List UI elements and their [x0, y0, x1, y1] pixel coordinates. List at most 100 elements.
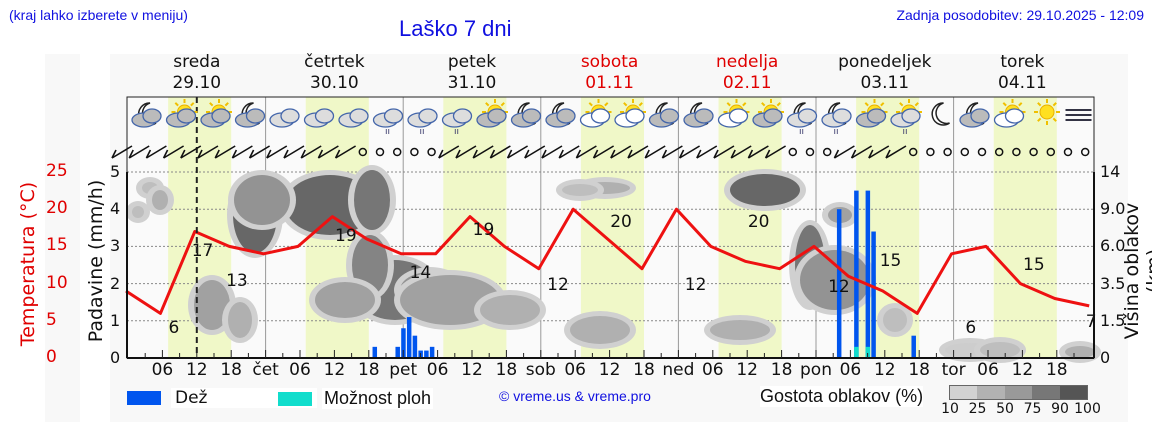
precip-tick: 4: [110, 199, 121, 219]
x-tick: 12: [461, 360, 483, 380]
x-tick: 12: [736, 360, 758, 380]
day-header: nedelja 02.11: [682, 52, 812, 94]
svg-text:19: 19: [335, 226, 357, 246]
density-tick: 10: [941, 401, 959, 417]
svg-text:ıı: ıı: [799, 127, 804, 137]
credit-link[interactable]: © vreme.us & vreme.pro: [499, 388, 651, 404]
cloud-density-label: Gostota oblakov (%): [760, 386, 924, 407]
svg-text:12: 12: [685, 275, 707, 295]
x-tick: 06: [839, 360, 862, 380]
precip-tick: 0: [110, 348, 121, 367]
density-swatch-25: [977, 386, 1005, 399]
day-date: 01.11: [585, 73, 634, 93]
x-tick: 06: [701, 360, 724, 380]
x-tick: čet: [252, 360, 279, 380]
sun-cloud-small-icon: [614, 99, 646, 128]
sun-cloud-small-icon: [717, 99, 750, 128]
temp-tick: 5: [46, 309, 57, 330]
x-tick: 12: [598, 360, 621, 380]
svg-text:19: 19: [473, 220, 495, 240]
cloud-height-tick: 6.0: [1100, 236, 1126, 256]
cloud-height-tick: 9.0: [1100, 199, 1126, 219]
density-swatch-75: [1032, 386, 1060, 399]
density-tick: 25: [968, 401, 987, 417]
precip-tick: 1: [110, 310, 121, 330]
svg-text:ıı: ıı: [902, 127, 907, 137]
day-name: torek: [1000, 52, 1045, 72]
svg-text:13: 13: [226, 271, 248, 291]
x-tick: pet: [389, 360, 418, 380]
svg-text:15: 15: [1023, 255, 1045, 275]
x-tick: sob: [525, 360, 556, 380]
x-tick: ned: [662, 360, 695, 380]
sun-cloud-icon: [200, 99, 232, 128]
temp-tick: 10: [46, 272, 68, 293]
cloudy-icon: [303, 108, 335, 128]
sun-cloud-icon: [855, 99, 888, 128]
x-tick: 18: [770, 360, 793, 380]
cloud-light-rain-icon: ıı: [372, 108, 404, 137]
svg-text:7: 7: [1086, 312, 1097, 332]
sun-cloud-small-icon: [579, 99, 612, 128]
sun-cloud-small-icon: [993, 99, 1026, 128]
day-header: ponedeljek 03.11: [820, 52, 950, 94]
x-tick: 18: [633, 360, 655, 380]
x-tick: 06: [977, 360, 999, 380]
svg-text:ıı: ıı: [833, 127, 838, 137]
svg-text:15: 15: [880, 251, 902, 271]
density-swatch-90: [1060, 386, 1087, 399]
density-tick: 100: [1074, 401, 1101, 417]
day-header: petek 31.10: [407, 52, 537, 94]
cloud-density-scale: [949, 385, 1088, 400]
moon-cloud-icon: [683, 102, 714, 128]
svg-text:ıı: ıı: [385, 127, 390, 137]
day-date: 04.11: [998, 73, 1047, 93]
sun-cloud-icon: [476, 99, 508, 128]
svg-text:12: 12: [828, 277, 850, 297]
moon-cloud-rain-icon: ıı: [821, 102, 852, 137]
cloud-light-rain-icon: ıı: [407, 108, 438, 137]
svg-text:20: 20: [610, 212, 632, 232]
x-tick: 06: [564, 360, 586, 380]
density-tick: 75: [1023, 401, 1042, 417]
temp-tick: 25: [46, 161, 68, 181]
temp-tick: 20: [46, 198, 68, 219]
moon-cloud-rain-icon: ıı: [786, 102, 818, 137]
moon-cloud-icon: [510, 102, 542, 128]
x-tick: 06: [289, 360, 311, 380]
fog-icon: [1065, 109, 1092, 121]
x-tick: 18: [908, 360, 930, 380]
svg-text:12: 12: [547, 275, 569, 295]
cloud-light-rain-icon: ıı: [441, 108, 473, 137]
moon-icon: [931, 102, 950, 126]
last-update: Zadnja posodobitev: 29.10.2025 - 12:09: [896, 7, 1144, 23]
x-tick: tor: [941, 360, 966, 380]
temp-tick: 15: [46, 235, 68, 256]
showers-swatch: [278, 391, 312, 406]
day-name: petek: [447, 52, 497, 72]
day-date: 03.11: [860, 73, 910, 93]
x-tick: 12: [873, 360, 896, 380]
moon-cloud-icon: [545, 102, 576, 128]
x-tick: 12: [1011, 360, 1034, 380]
day-header: sreda 29.10: [132, 52, 262, 94]
x-tick: 18: [357, 360, 380, 380]
svg-text:20: 20: [748, 212, 770, 232]
day-date: 31.10: [447, 73, 497, 93]
x-tick: 12: [323, 360, 346, 380]
cloud-height-tick: 0: [1100, 348, 1111, 367]
moon-cloud-icon: [131, 102, 162, 128]
cloud-height-tick: 1.5: [1100, 310, 1126, 330]
day-date: 02.11: [722, 73, 772, 93]
day-header: sobota 01.11: [545, 52, 675, 94]
x-tick: 18: [495, 360, 518, 380]
cloud-height-tick: 14: [1100, 162, 1121, 181]
x-tick: 06: [426, 360, 449, 380]
temp-tick: 0: [46, 347, 57, 367]
legend-showers: Možnost ploh: [278, 388, 434, 409]
density-swatch-10: [950, 386, 977, 399]
showers-label: Možnost ploh: [322, 388, 434, 409]
day-name: ponedeljek: [838, 52, 932, 72]
x-tick: 18: [1045, 360, 1068, 380]
